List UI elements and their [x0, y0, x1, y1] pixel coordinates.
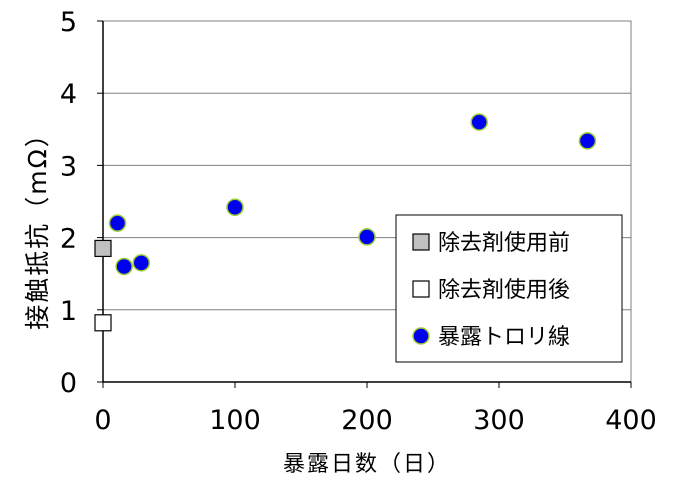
data-point	[94, 314, 112, 332]
x-tick-label: 200	[341, 405, 393, 436]
legend-label: 除去剤使用後	[438, 278, 570, 303]
y-tick-label: 0	[60, 368, 77, 399]
legend-box	[395, 214, 623, 363]
tick-labels: 0 1 2 3 4 5 0 100 200 300 400	[60, 7, 657, 436]
legend-marker	[412, 233, 430, 251]
data-point	[94, 239, 112, 258]
y-tick-label: 2	[60, 224, 77, 255]
y-tick-label: 4	[60, 79, 77, 110]
data-point	[578, 132, 597, 150]
legend-marker	[412, 327, 430, 345]
data-point	[226, 198, 244, 217]
data-point	[470, 113, 488, 131]
x-axis-label: 暴露日数（日）	[283, 452, 451, 477]
data-point	[115, 257, 133, 276]
y-tick-label: 5	[60, 7, 77, 38]
y-tick-label: 1	[60, 296, 77, 327]
data-points	[94, 113, 597, 332]
x-tick-label: 0	[94, 405, 111, 436]
data-point	[358, 228, 376, 246]
y-axis-label: 接触抵抗（mΩ）	[23, 120, 52, 329]
x-tick-label: 400	[605, 405, 657, 436]
data-point	[132, 254, 151, 272]
legend-label: 除去剤使用前	[438, 231, 570, 256]
y-tick-label: 3	[60, 151, 77, 182]
x-tick-label: 100	[209, 405, 261, 436]
data-point	[108, 214, 127, 232]
legend-marker	[412, 280, 430, 298]
x-tick-label: 300	[473, 405, 525, 436]
legend-label: 暴露トロリ線	[438, 325, 570, 350]
